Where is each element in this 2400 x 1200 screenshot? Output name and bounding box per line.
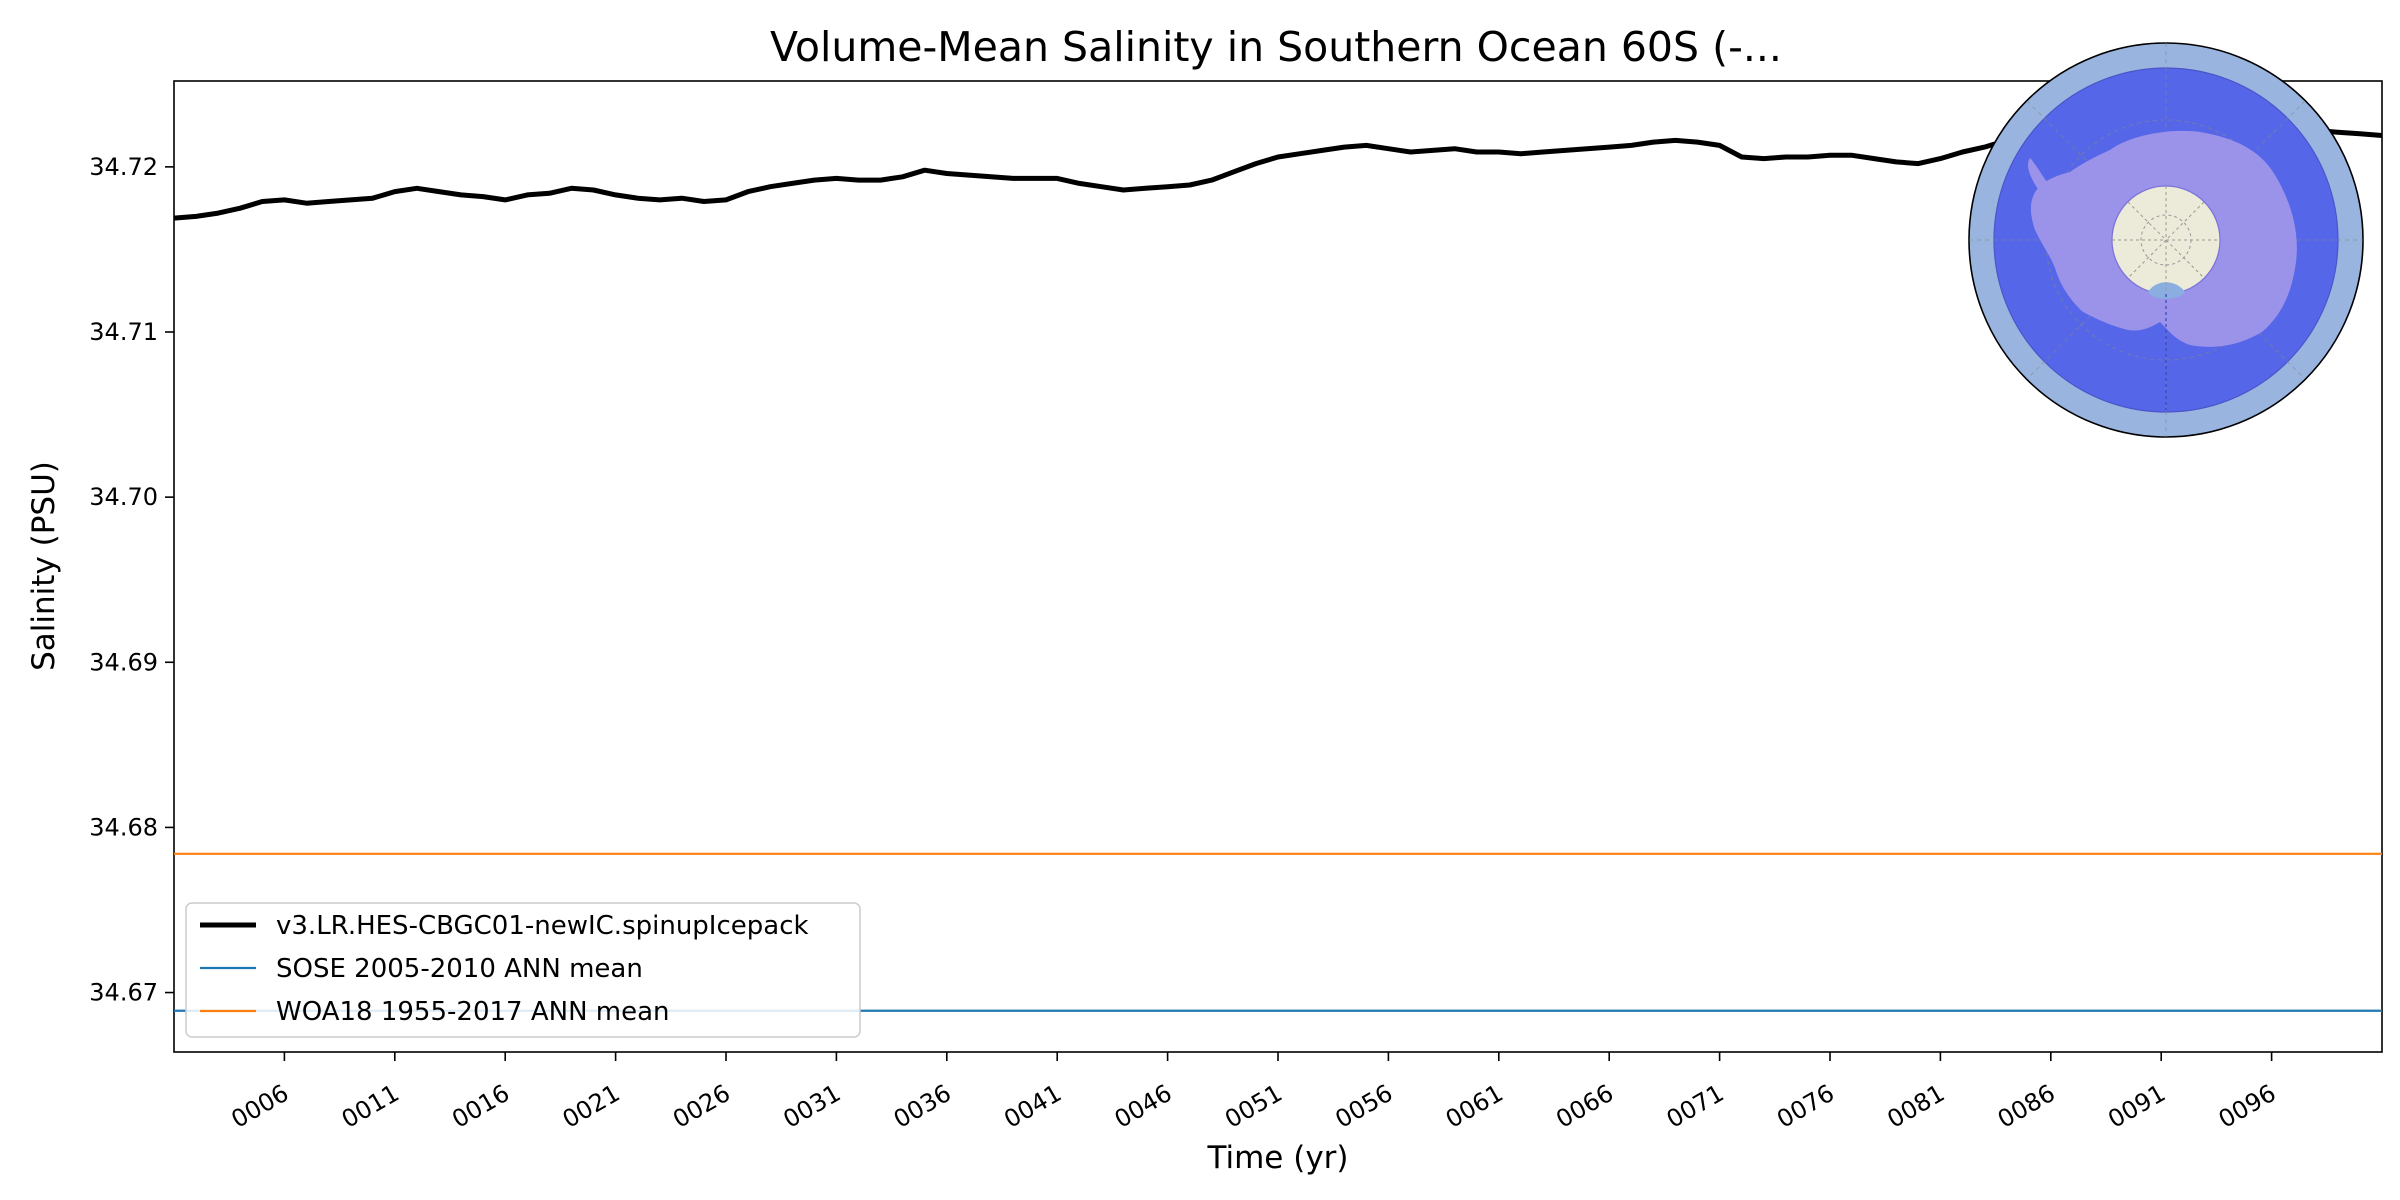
legend-label-0: v3.LR.HES-CBGC01-newIC.spinupIcepack xyxy=(276,911,809,941)
y-tick-label: 34.70 xyxy=(89,483,158,511)
map-pole-gridlines xyxy=(2112,186,2220,294)
x-tick-label: 0066 xyxy=(1551,1079,1618,1134)
legend-label-2: WOA18 1955-2017 ANN mean xyxy=(276,997,670,1027)
x-tick-label: 0046 xyxy=(1110,1079,1177,1134)
x-tick-label: 0091 xyxy=(2103,1079,2170,1134)
legend: v3.LR.HES-CBGC01-newIC.spinupIcepack SOSE… xyxy=(185,902,861,1038)
y-axis: 34.67 34.68 34.69 34.70 34.71 34.72 xyxy=(89,153,174,1007)
x-tick-label: 0056 xyxy=(1331,1079,1398,1134)
x-tick-label: 0021 xyxy=(558,1079,625,1134)
antarctic-polar-map-icon xyxy=(1968,42,2364,438)
x-axis-label: Time (yr) xyxy=(1207,1140,1349,1176)
x-tick-label: 0061 xyxy=(1441,1079,1508,1134)
x-tick-label: 0071 xyxy=(1662,1079,1729,1134)
x-tick-label: 0011 xyxy=(337,1079,404,1134)
y-tick-label: 34.67 xyxy=(89,979,158,1007)
legend-label-1: SOSE 2005-2010 ANN mean xyxy=(276,954,643,984)
x-tick-label: 0081 xyxy=(1883,1079,1950,1134)
x-tick-label: 0051 xyxy=(1220,1079,1287,1134)
y-tick-label: 34.71 xyxy=(89,318,158,346)
x-axis: 0006 0011 0016 0021 0026 0031 0036 0041 0046 0051… xyxy=(227,1052,2281,1134)
x-tick-label: 0036 xyxy=(889,1079,956,1134)
legend-frame xyxy=(185,902,861,1038)
x-tick-label: 0086 xyxy=(1993,1079,2060,1134)
x-tick-label: 0016 xyxy=(447,1079,514,1134)
x-tick-label: 0096 xyxy=(2214,1079,2281,1134)
chart-title: Volume-Mean Salinity in Southern Ocean 6… xyxy=(770,23,1782,71)
y-tick-label: 34.69 xyxy=(89,648,158,676)
y-tick-label: 34.68 xyxy=(89,813,158,841)
y-tick-label: 34.72 xyxy=(89,153,158,181)
x-tick-label: 0041 xyxy=(999,1079,1066,1134)
x-tick-label: 0026 xyxy=(668,1079,735,1134)
antarctic-peninsula xyxy=(2028,158,2050,192)
x-tick-label: 0076 xyxy=(1772,1079,1839,1134)
x-tick-label: 0006 xyxy=(227,1079,294,1134)
y-axis-label: Salinity (PSU) xyxy=(26,461,62,671)
x-tick-label: 0031 xyxy=(779,1079,846,1134)
